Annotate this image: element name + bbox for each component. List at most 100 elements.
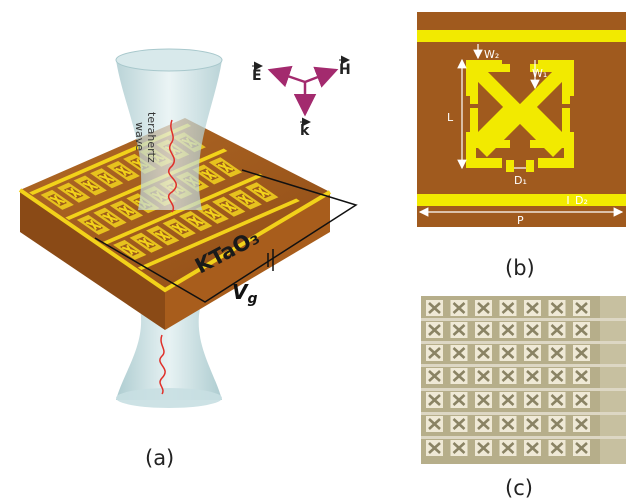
micrograph-cell-x [501, 418, 515, 430]
micrograph-cell-x [452, 442, 466, 454]
micrograph-cell-x [477, 394, 490, 406]
micrograph-cell-x [575, 324, 588, 336]
top-cell-x [115, 166, 132, 177]
micrograph-cell-x [477, 347, 490, 359]
top-cell-x [217, 162, 234, 173]
micrograph-cell-x [550, 324, 564, 336]
micrograph-cell-x [428, 442, 441, 454]
micrograph-cell-x [428, 370, 441, 382]
top-cell-x [138, 237, 155, 248]
thz-beam-lower-end [116, 388, 222, 408]
e-field-label: E [252, 68, 262, 84]
dimension-lines [418, 44, 624, 217]
micrograph-cell-x [575, 370, 588, 382]
micrograph-cell-x [526, 324, 539, 336]
e-field-arrow [267, 65, 306, 88]
micrograph-cell-x [477, 370, 490, 382]
gate-voltage-label: Vg [232, 280, 258, 307]
thz-wave-transmitted [159, 334, 166, 395]
top-cell-x [154, 230, 171, 241]
bias-line-top [417, 30, 626, 42]
micrograph-cell-x [428, 394, 441, 406]
micrograph-cell-x [575, 394, 588, 406]
field-axes: E H k [252, 55, 351, 139]
bias-line-bottom [417, 194, 626, 206]
micrograph-cell-x [526, 394, 539, 406]
dim-label-p: P [517, 214, 524, 227]
micrograph-cell-x [550, 370, 564, 382]
micrograph-cell-x [428, 324, 441, 336]
panel-a: terahertz wave KTaO₃ Vg E H k [18, 48, 358, 408]
micrograph-bus-line [421, 412, 626, 415]
micrograph-cell-x [452, 394, 466, 406]
top-cell-x [82, 180, 99, 191]
top-cell-x [98, 173, 115, 184]
micrograph-bus-line [421, 388, 626, 391]
micrograph-cell-x [575, 347, 588, 359]
dim-label-w2: W₂ [484, 48, 499, 61]
micrograph-cells [421, 300, 626, 456]
micrograph-cell-x [501, 442, 515, 454]
micrograph-cell-x [428, 418, 441, 430]
dim-label-l: L [447, 111, 454, 124]
top-cell-x [204, 208, 221, 219]
wave-label-line1: terahertz [145, 112, 158, 163]
top-cell-x [201, 169, 217, 180]
panel-b: W₂ W₁ L D₁ D₂ P [417, 12, 626, 227]
micrograph-cell-x [575, 302, 588, 314]
top-cell-x [220, 201, 237, 212]
top-cell-x [121, 244, 138, 255]
top-cell-x [118, 205, 135, 216]
micrograph-cell-x [526, 418, 539, 430]
micrograph-bus-line [421, 318, 626, 321]
micrograph-cell-x [526, 347, 539, 359]
panel-c [421, 296, 626, 464]
micrograph-cell-x [452, 370, 466, 382]
micrograph-cell-x [477, 302, 490, 314]
micrograph-cell-x [428, 302, 441, 314]
micrograph-cell-x [550, 347, 564, 359]
substrate-front-face [20, 190, 165, 330]
thz-beam-upper [116, 60, 222, 210]
micrograph-bus-line [421, 436, 626, 439]
resonator-arms [477, 71, 563, 157]
micrograph-cell-x [452, 347, 466, 359]
micrograph-cell-x [550, 394, 564, 406]
top-cell-x [237, 194, 254, 205]
top-cell-x [253, 187, 270, 198]
micrograph-cell-x [550, 442, 564, 454]
micrograph-cell-x [477, 324, 490, 336]
micrograph-cell-x [501, 324, 515, 336]
top-cell-x [65, 187, 82, 198]
wave-label-line2: wave [133, 122, 146, 151]
resonator-arrowheads [466, 60, 574, 172]
micrograph-cell-x [526, 370, 539, 382]
micrograph-cell-x [428, 347, 441, 359]
micrograph-cell-x [550, 302, 564, 314]
top-cell-x [49, 194, 66, 205]
caption-panel-b: (b) [505, 256, 535, 280]
caption-panel-c: (c) [505, 476, 533, 500]
micrograph-bus-line [421, 364, 626, 367]
micrograph-cell-x [575, 418, 588, 430]
micrograph-cell-x [477, 418, 490, 430]
thz-beam-lower [116, 300, 222, 400]
micrograph-cell-x [501, 347, 515, 359]
h-field-arrow [304, 66, 339, 88]
micrograph-bus-line [421, 341, 626, 344]
h-field-label: H [339, 62, 351, 78]
micrograph-cell-x [526, 302, 539, 314]
micrograph-cell-x [501, 302, 515, 314]
dim-label-d1: D₁ [514, 174, 527, 187]
k-vector-label: k [300, 123, 310, 139]
micrograph-cell-x [575, 442, 588, 454]
substrate-right-face [165, 192, 330, 330]
substrate-top-edge [18, 188, 332, 293]
micrograph-cell-x [452, 324, 466, 336]
micrograph-cell-x [526, 442, 539, 454]
dim-label-w1: W₁ [532, 67, 547, 80]
dim-label-d2: D₂ [575, 194, 588, 207]
thz-beam-upper-end [115, 48, 223, 72]
micrograph-cell-x [550, 418, 564, 430]
